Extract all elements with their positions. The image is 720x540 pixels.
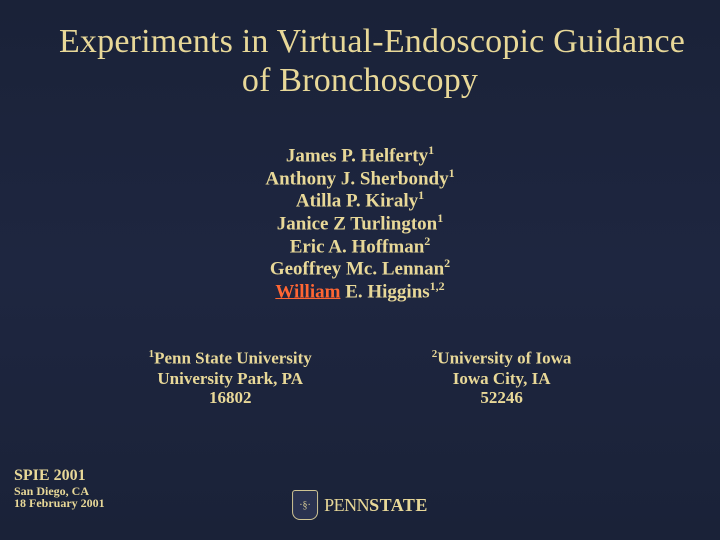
- affil-line: Iowa City, IA: [432, 369, 572, 389]
- author-name: Geoffrey Mc. Lennan: [270, 258, 444, 279]
- author-row: Eric A. Hoffman2: [0, 235, 720, 258]
- affil-line: 2University of Iowa: [432, 348, 572, 368]
- affil-line: 16802: [149, 388, 312, 408]
- author-affil-sup: 1: [428, 143, 434, 157]
- author-list: James P. Helferty1 Anthony J. Sherbondy1…: [0, 144, 720, 302]
- conference-name: SPIE 2001: [14, 468, 105, 485]
- author-affil-sup: 1: [437, 211, 443, 225]
- author-affil-sup: 1: [418, 188, 424, 202]
- author-name: Anthony J. Sherbondy: [265, 168, 448, 189]
- author-affil-sup: 2: [444, 256, 450, 270]
- affil-line: 1Penn State University: [149, 348, 312, 368]
- affil-line: 52246: [432, 388, 572, 408]
- slide-title: Experiments in Virtual-Endoscopic Guidan…: [0, 0, 720, 100]
- author-row: Atilla P. Kiraly1: [0, 189, 720, 212]
- author-row: Anthony J. Sherbondy1: [0, 167, 720, 190]
- conference-info: SPIE 2001 San Diego, CA 18 February 2001: [14, 468, 105, 510]
- affiliation-block: 1Penn State University University Park, …: [0, 348, 720, 407]
- author-affil-sup: 1: [449, 166, 455, 180]
- author-row: William E. Higgins1,2: [0, 280, 720, 303]
- author-affil-sup: 1,2: [430, 279, 445, 293]
- author-name-link: William: [275, 281, 340, 302]
- author-row: James P. Helferty1: [0, 144, 720, 167]
- author-row: Janice Z Turlington1: [0, 212, 720, 235]
- logo-suffix: STATE: [369, 495, 428, 515]
- affil-text: Penn State University: [154, 349, 312, 368]
- author-name: Eric A. Hoffman: [290, 236, 425, 257]
- logo-prefix: PENN: [324, 495, 369, 515]
- title-line-1: Experiments in Virtual-Endoscopic Guidan…: [0, 22, 720, 61]
- title-line-2: of Bronchoscopy: [0, 61, 720, 100]
- author-name: Janice Z Turlington: [277, 213, 438, 234]
- conference-date: 18 February 2001: [14, 497, 105, 510]
- author-name: E. Higgins: [340, 281, 429, 302]
- institution-logo: ·§· PENNSTATE: [292, 490, 428, 520]
- author-row: Geoffrey Mc. Lennan2: [0, 257, 720, 280]
- logo-text: PENNSTATE: [324, 495, 428, 516]
- affil-line: University Park, PA: [149, 369, 312, 389]
- author-name: Atilla P. Kiraly: [296, 191, 418, 212]
- affiliation-left: 1Penn State University University Park, …: [149, 348, 312, 407]
- author-affil-sup: 2: [424, 234, 430, 248]
- affil-text: University of Iowa: [437, 349, 571, 368]
- author-name: James P. Helferty: [286, 146, 428, 167]
- affiliation-right: 2University of Iowa Iowa City, IA 52246: [432, 348, 572, 407]
- shield-icon: ·§·: [292, 490, 318, 520]
